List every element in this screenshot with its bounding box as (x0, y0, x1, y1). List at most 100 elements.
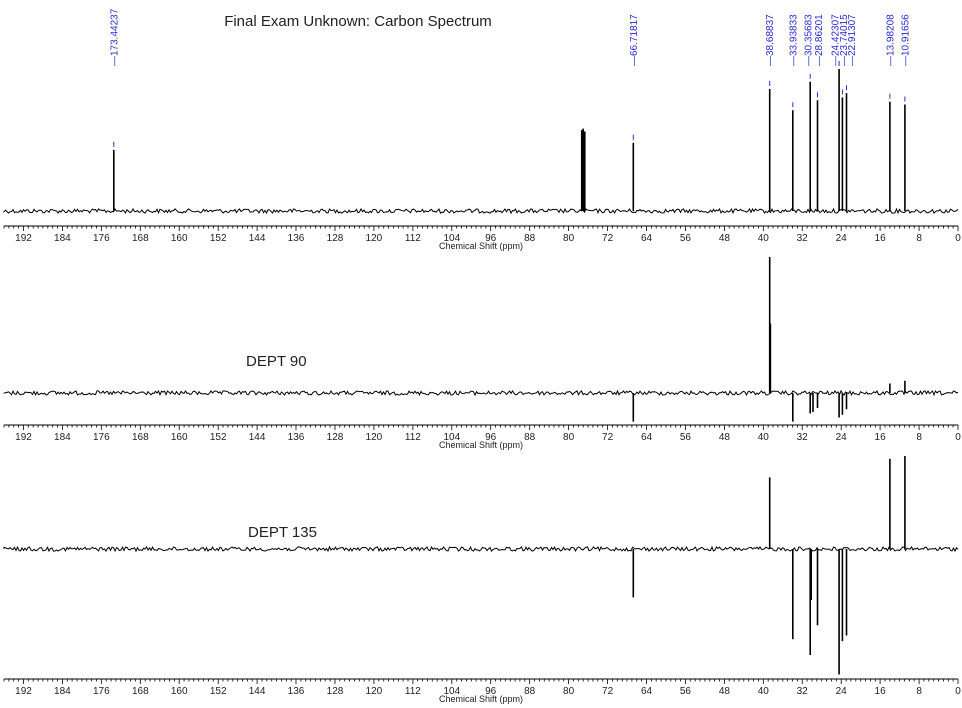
peak-shift-label: —13.98208 (885, 14, 896, 66)
tick-label: 40 (758, 686, 770, 697)
tick-label: 104 (443, 432, 460, 443)
tick-label: 136 (288, 686, 305, 697)
peak-shift-label: —22.91307 (847, 14, 858, 66)
dept90-panel: 192 184 176 168 160 152 144 136 128 120 112 104 96 88… (3, 257, 961, 450)
x-axis-title: Chemical Shift (ppm) (439, 440, 523, 450)
tick-label: 72 (602, 432, 614, 443)
peak-shift-label: —28.86201 (814, 14, 825, 66)
peak-shift-label: —24.42307 (831, 14, 842, 66)
tick-label: 176 (93, 233, 110, 244)
tick-label: 176 (93, 686, 110, 697)
tick-label: 176 (93, 432, 110, 443)
tick-label: 72 (602, 233, 614, 244)
tick-label: 32 (797, 432, 809, 443)
tick-label: 168 (132, 686, 149, 697)
panel-label: DEPT 135 (248, 524, 317, 541)
tick-label: 144 (249, 432, 266, 443)
tick-label: 80 (563, 432, 575, 443)
tick-label: 0 (955, 432, 961, 443)
tick-label: 24 (836, 686, 848, 697)
tick-label: 64 (641, 686, 653, 697)
tick-label: 168 (132, 432, 149, 443)
tick-label: 80 (563, 233, 575, 244)
tick-label: 184 (54, 233, 71, 244)
tick-label: 8 (916, 432, 922, 443)
tick-label: 0 (955, 686, 961, 697)
tick-label: 24 (836, 432, 848, 443)
panel-label: DEPT 90 (246, 353, 307, 370)
tick-label: 152 (210, 233, 227, 244)
svg-text:—24.42307: —24.42307 (831, 14, 842, 66)
svg-text:—173.44237: —173.44237 (109, 8, 120, 66)
tick-label: 128 (327, 233, 344, 244)
svg-text:—22.91307: —22.91307 (847, 14, 858, 66)
dept135-panel: 192 184 176 168 160 152 144 136 128 120 112 104 96 88… (3, 456, 961, 704)
tick-label: 160 (171, 686, 188, 697)
tick-label: 32 (797, 233, 809, 244)
tick-label: 16 (875, 686, 887, 697)
tick-label: 160 (171, 432, 188, 443)
tick-label: 192 (15, 432, 32, 443)
tick-label: 40 (758, 432, 770, 443)
tick-label: 120 (366, 233, 383, 244)
svg-text:—28.86201: —28.86201 (814, 14, 825, 66)
tick-label: 88 (524, 686, 536, 697)
tick-label: 120 (366, 432, 383, 443)
tick-label: 0 (955, 233, 961, 244)
tick-label: 104 (443, 233, 460, 244)
tick-label: 72 (602, 686, 614, 697)
x-axis-title: Chemical Shift (ppm) (439, 694, 523, 704)
tick-label: 96 (485, 432, 497, 443)
tick-label: 88 (524, 233, 536, 244)
tick-label: 184 (54, 686, 71, 697)
tick-label: 16 (875, 432, 887, 443)
tick-label: 96 (485, 233, 497, 244)
tick-label: 184 (54, 432, 71, 443)
tick-label: 8 (916, 233, 922, 244)
tick-label: 120 (366, 686, 383, 697)
tick-label: 88 (524, 432, 536, 443)
peak-shift-label: —66.71817 (629, 14, 640, 66)
tick-label: 48 (719, 233, 731, 244)
tick-label: 8 (916, 686, 922, 697)
peak-shift-label: —23.74015 (839, 14, 850, 66)
svg-text:—30.35683: —30.35683 (804, 14, 815, 66)
tick-label: 192 (15, 686, 32, 697)
tick-label: 64 (641, 432, 653, 443)
tick-label: 56 (680, 233, 692, 244)
tick-label: 144 (249, 686, 266, 697)
peak-shift-label: —10.91656 (900, 14, 911, 66)
svg-text:—23.74015: —23.74015 (839, 14, 850, 66)
tick-label: 112 (405, 686, 421, 697)
tick-label: 104 (443, 686, 460, 697)
peak-shift-label: —30.35683 (804, 14, 815, 66)
svg-text:—38.68837: —38.68837 (765, 14, 776, 66)
tick-label: 152 (210, 432, 227, 443)
tick-label: 48 (719, 686, 731, 697)
tick-label: 160 (171, 233, 188, 244)
tick-label: 112 (405, 432, 421, 443)
tick-label: 136 (288, 432, 305, 443)
peak-shift-label: —33.93833 (788, 14, 799, 66)
tick-label: 16 (875, 233, 887, 244)
tick-label: 80 (563, 686, 575, 697)
tick-label: 24 (836, 233, 848, 244)
peak-shift-label: —173.44237 (109, 8, 120, 66)
tick-label: 56 (680, 686, 692, 697)
svg-text:—13.98208: —13.98208 (885, 14, 896, 66)
tick-label: 192 (15, 233, 32, 244)
tick-label: 144 (249, 233, 266, 244)
tick-label: 40 (758, 233, 770, 244)
tick-label: 96 (485, 686, 497, 697)
tick-label: 56 (680, 432, 692, 443)
dept90-baseline (3, 389, 959, 397)
dept135-baseline (3, 545, 959, 553)
tick-label: 168 (132, 233, 149, 244)
tick-label: 32 (797, 686, 809, 697)
carbon-spectrum-panel: 192 184 176 168 160 152 144 136 128 120 112 104 96 88… (3, 8, 961, 251)
tick-label: 112 (405, 233, 421, 244)
tick-label: 136 (288, 233, 305, 244)
x-axis-title: Chemical Shift (ppm) (439, 241, 523, 251)
spectrum-title: Final Exam Unknown: Carbon Spectrum (224, 13, 492, 30)
